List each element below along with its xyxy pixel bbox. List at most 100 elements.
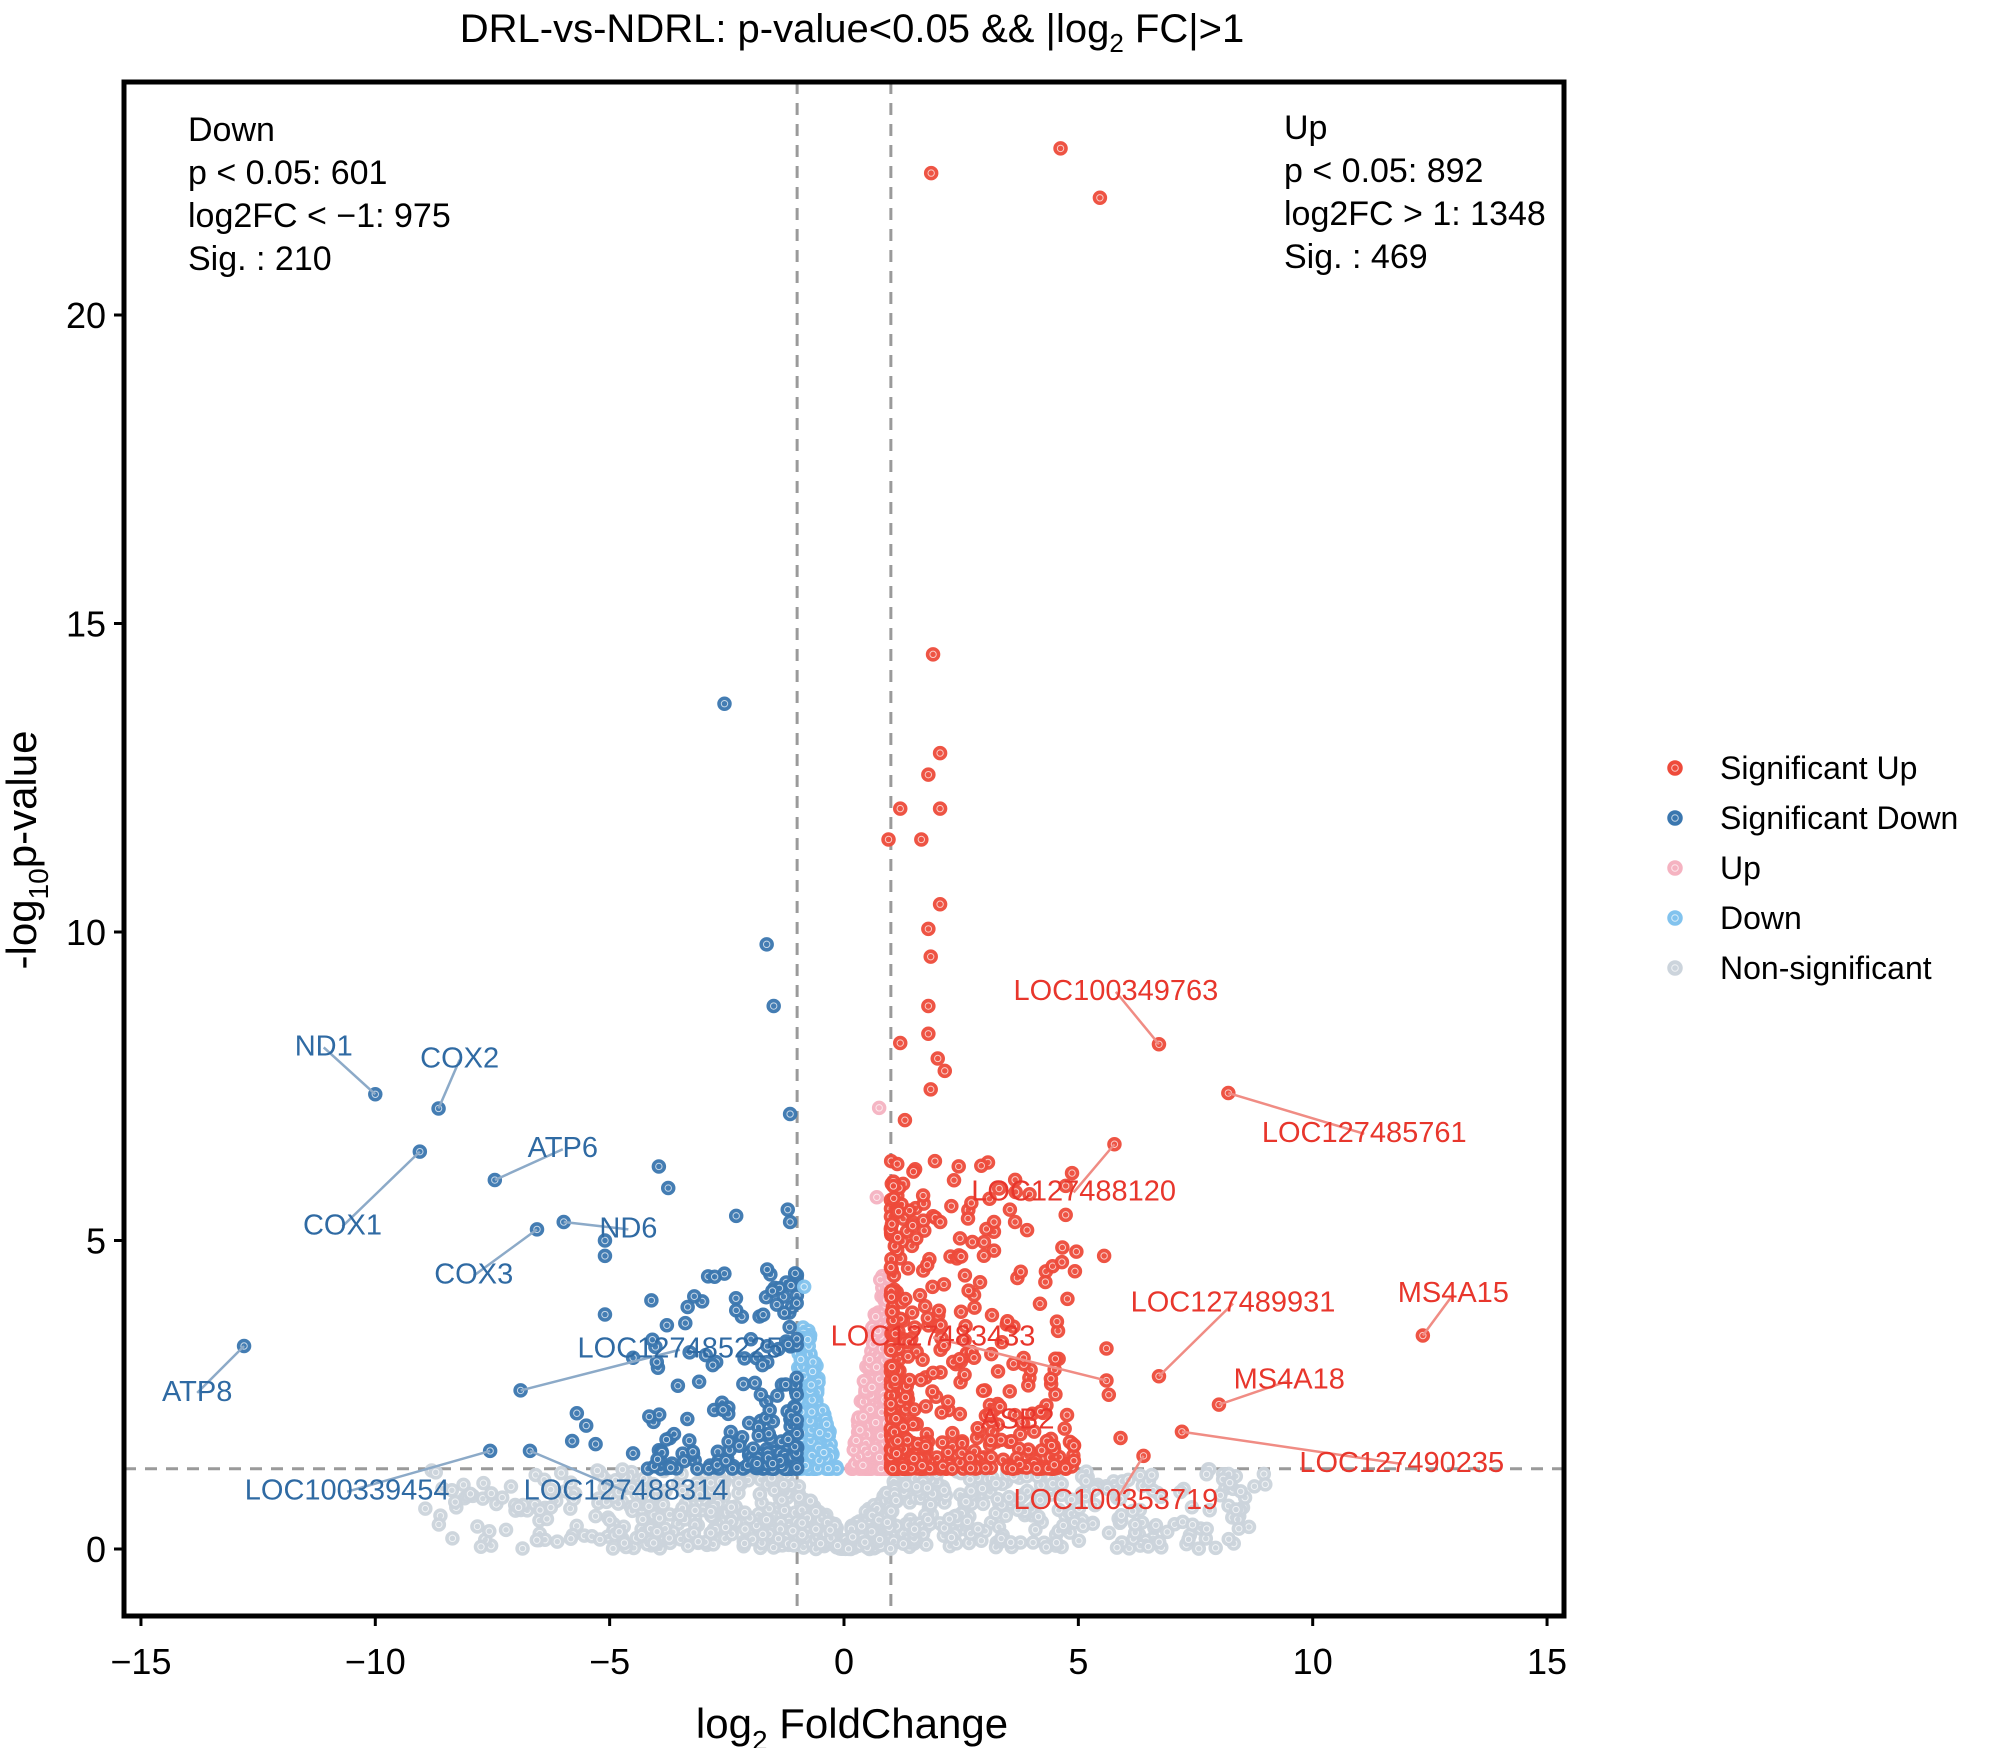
cluster-point	[592, 1532, 608, 1547]
cluster-point	[912, 1288, 928, 1303]
cluster-point	[900, 1261, 916, 1276]
cluster-point	[563, 1531, 579, 1546]
cluster-point	[960, 1514, 975, 1529]
outlier-point	[871, 1100, 887, 1116]
cluster-point	[731, 1475, 747, 1491]
gene-label: ATP6	[528, 1132, 598, 1164]
y-tick-label: 0	[86, 1529, 106, 1570]
cluster-point	[880, 1515, 895, 1530]
outlier-point	[892, 801, 908, 816]
cluster-point	[718, 1520, 733, 1535]
cluster-point	[890, 1433, 906, 1449]
cluster-point	[444, 1483, 460, 1498]
cluster-point	[952, 1231, 968, 1246]
cluster-point	[848, 1433, 864, 1448]
cluster-point	[789, 1295, 804, 1311]
gene-label: LOC100339454	[245, 1475, 450, 1507]
cluster-point	[771, 1531, 786, 1546]
cluster-point	[808, 1521, 824, 1537]
gene-label: LOC100349763	[1013, 975, 1218, 1007]
outlier-point	[597, 1307, 613, 1322]
cluster-point	[624, 1480, 639, 1496]
cluster-point	[883, 1541, 898, 1556]
cluster-point	[473, 1539, 489, 1555]
cluster-point	[1144, 1467, 1160, 1483]
cluster-point	[936, 1277, 952, 1292]
cluster-point	[974, 1158, 989, 1173]
outlier-point	[937, 1063, 953, 1079]
x-tick-label: −15	[110, 1641, 171, 1682]
cluster-point	[762, 1402, 777, 1418]
cluster-point	[728, 1303, 744, 1318]
outlier-point	[921, 921, 936, 937]
cluster-point	[1055, 1240, 1070, 1255]
gene-label: COX1	[303, 1209, 382, 1241]
cluster-point	[925, 1384, 940, 1399]
cluster-point	[785, 1523, 801, 1539]
cluster-point	[1021, 1378, 1036, 1393]
cluster-point	[1231, 1521, 1247, 1536]
cluster-point	[946, 1172, 962, 1188]
cluster-point	[659, 1432, 674, 1447]
gene-label: MS4A18	[1234, 1364, 1345, 1396]
cluster-point	[1199, 1521, 1214, 1537]
legend: Significant Up Significant Down Up Down Non-…	[1667, 750, 1958, 986]
cluster-point	[830, 1538, 845, 1553]
cluster-point	[869, 1359, 884, 1375]
gene-label: COX3	[434, 1259, 513, 1291]
cluster-point	[898, 1291, 913, 1307]
cluster-point	[1038, 1274, 1053, 1290]
cluster-point	[1199, 1467, 1214, 1482]
cluster-point	[883, 1260, 899, 1275]
cluster-point	[970, 1521, 986, 1537]
cluster-point	[983, 1433, 999, 1448]
cluster-point	[670, 1378, 686, 1393]
cluster-point	[687, 1289, 702, 1304]
cluster-point	[972, 1275, 988, 1290]
x-tick-label: 0	[834, 1641, 854, 1682]
cluster-point	[927, 1153, 943, 1169]
cluster-point	[915, 1352, 930, 1368]
cluster-point	[905, 1218, 920, 1233]
cluster-point	[944, 1530, 959, 1545]
cluster-point	[1054, 1254, 1070, 1270]
legend-marker	[1667, 860, 1683, 876]
cluster-point	[789, 1460, 805, 1476]
cluster-point	[918, 1439, 934, 1454]
outlier-point	[651, 1159, 667, 1174]
cluster-point	[431, 1517, 447, 1532]
cluster-point	[774, 1492, 790, 1508]
gene-label: ATP8	[162, 1376, 232, 1408]
cluster-point	[650, 1452, 665, 1467]
outlier-point	[728, 1208, 744, 1224]
cluster-point	[960, 1211, 976, 1226]
cluster-point	[1184, 1499, 1200, 1515]
cluster-point	[1185, 1517, 1200, 1532]
cluster-point	[691, 1374, 707, 1390]
gene-label: LOC127490235	[1299, 1447, 1504, 1479]
outlier-point	[1092, 190, 1108, 206]
cluster-point	[884, 1289, 899, 1305]
cluster-point	[953, 1249, 969, 1264]
cluster-point	[940, 1445, 956, 1460]
cluster-point	[794, 1515, 810, 1531]
cluster-point	[737, 1505, 753, 1520]
outlier-point	[1113, 1430, 1128, 1446]
cluster-point	[904, 1305, 920, 1320]
cluster-point	[1013, 1490, 1028, 1506]
cluster-point	[566, 1491, 581, 1507]
cluster-point	[1078, 1473, 1094, 1489]
cluster-point	[1087, 1482, 1102, 1498]
up-summary-sig: Sig. : 469	[1284, 238, 1428, 276]
outlier-point	[892, 1035, 908, 1051]
cluster-point	[786, 1538, 802, 1553]
cluster-point	[1005, 1461, 1020, 1477]
cluster-point	[887, 1371, 903, 1387]
cluster-point	[822, 1522, 838, 1538]
cluster-point	[635, 1512, 651, 1527]
cluster-point	[1191, 1541, 1207, 1556]
outlier-point	[569, 1406, 585, 1421]
x-tick-label: 10	[1293, 1641, 1333, 1682]
cluster-point	[476, 1475, 491, 1491]
cluster-point	[648, 1481, 664, 1496]
